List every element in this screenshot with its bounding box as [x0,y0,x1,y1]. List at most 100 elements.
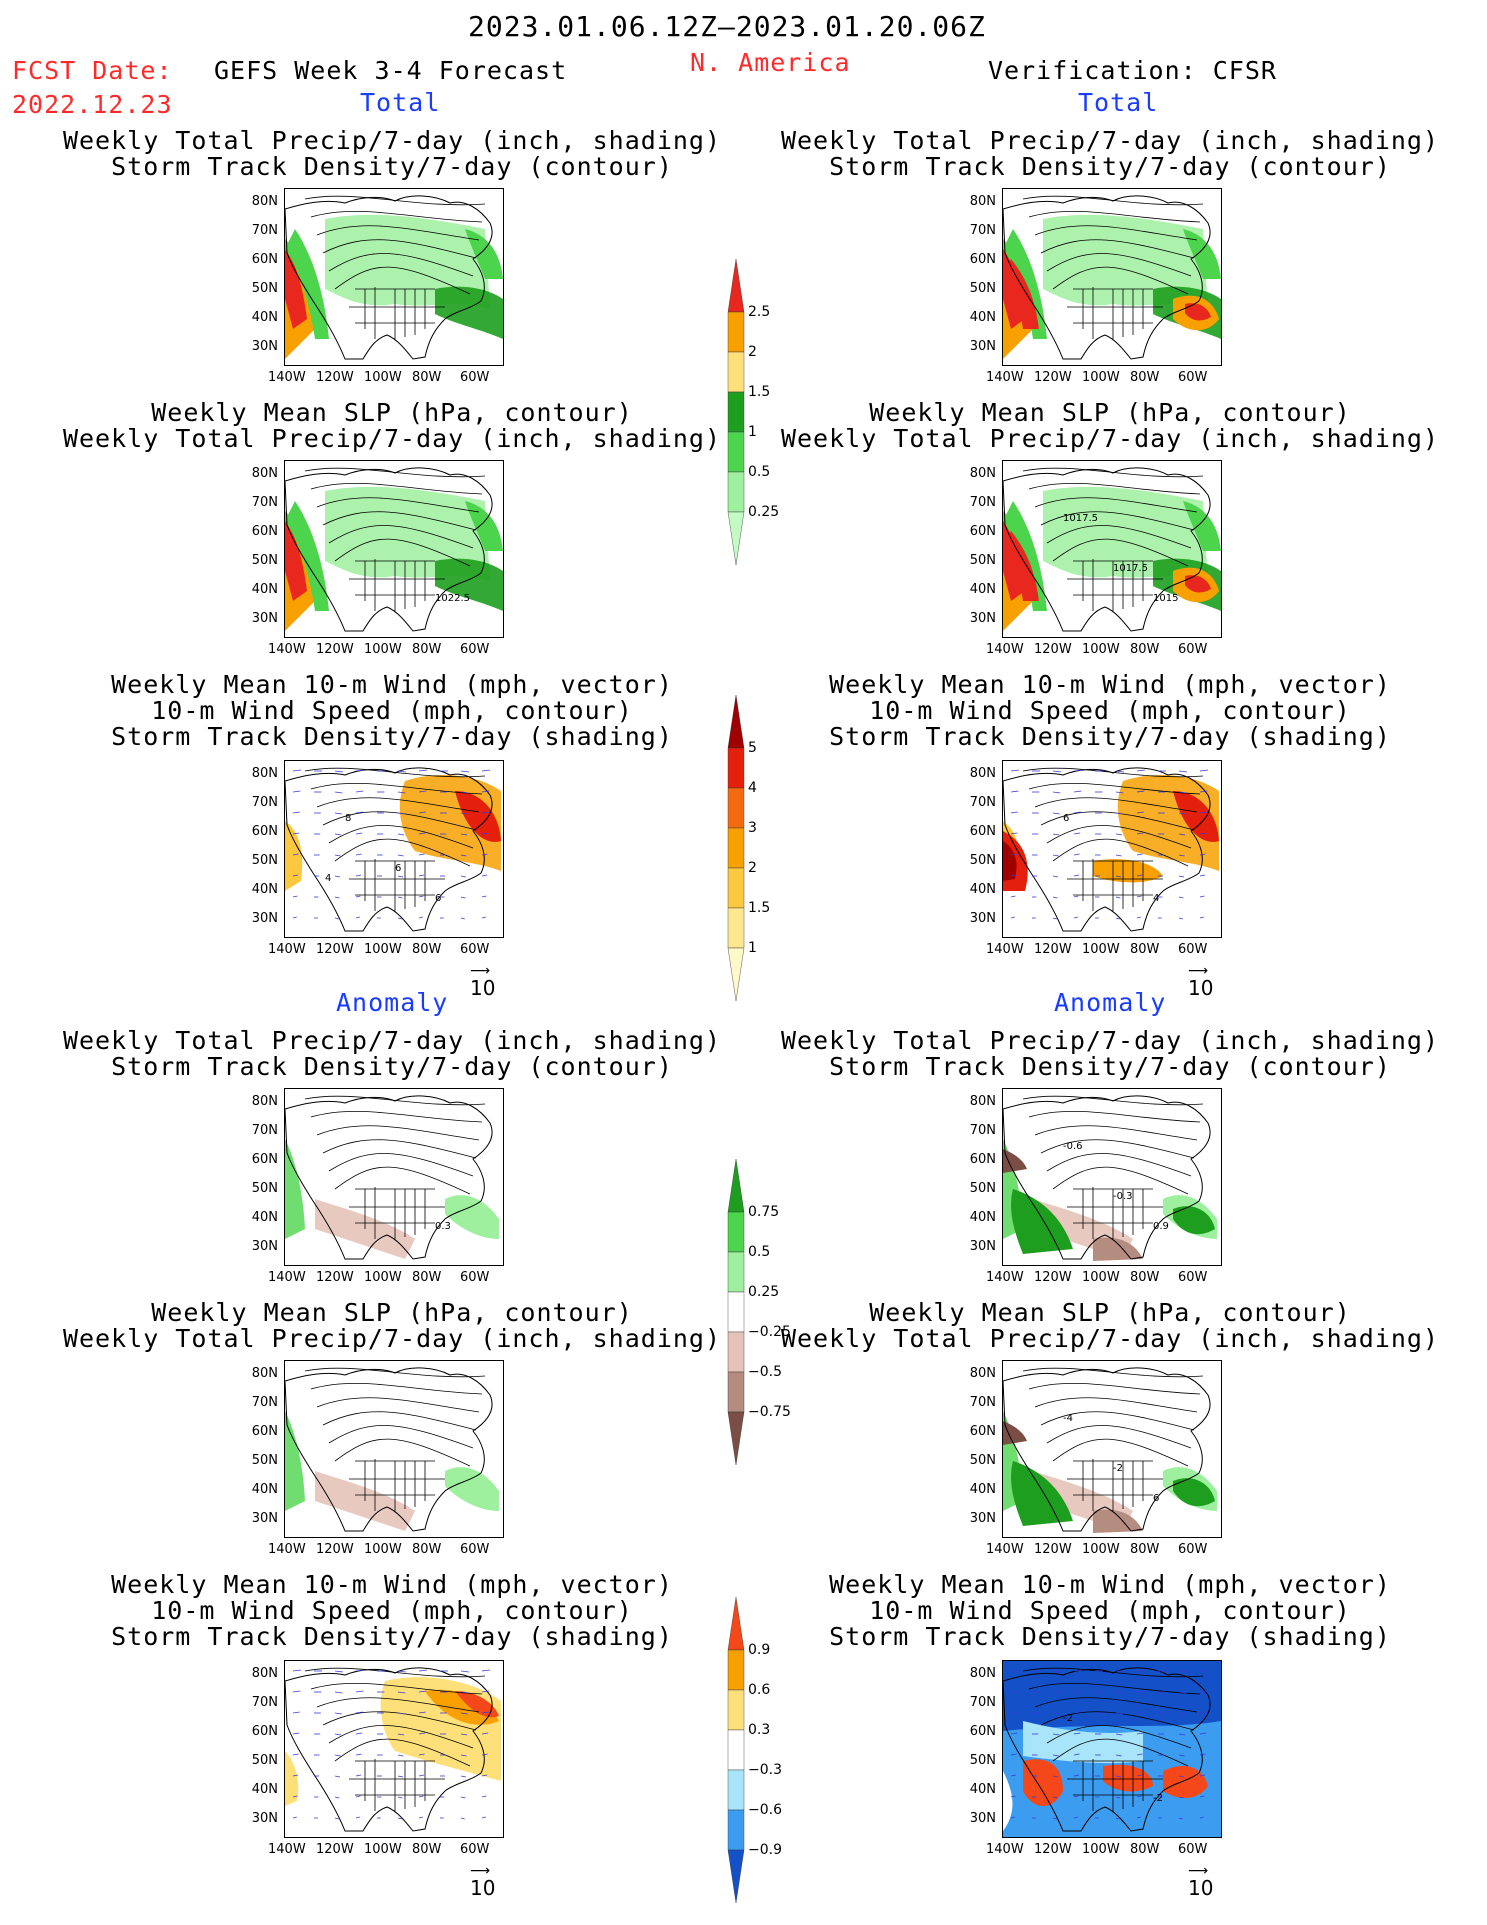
vector-ref-arrow-v-wind-anom: ⟶ [1188,1863,1209,1879]
map-canvas-f-slp-total: 1022.5 [285,467,503,632]
lon-tick-f-precip-anom-3: 80W [412,1270,442,1285]
vector-ref-label-v-wind-anom: 10 [1188,1876,1214,1900]
coastline-f-wind-anom [285,1667,493,1832]
map-label-v-slp-total-0: 1015 [1153,593,1178,604]
lon-tick-v-precip-total-2: 100W [1082,370,1120,385]
map-label-f-wind-total-2: 6 [395,863,401,874]
colorbar-segment-storm_total-1 [727,747,745,789]
lat-tick-f-precip-anom-1: 70N [251,1123,278,1138]
lon-tick-v-wind-anom-0: 140W [986,1842,1024,1857]
lat-tick-v-slp-anom-5: 30N [969,1511,996,1526]
lon-tick-v-precip-total-3: 80W [1130,370,1160,385]
lat-tick-f-wind-total-4: 40N [251,882,278,897]
map-f-slp-total: 1022.5 [284,460,504,638]
lon-tick-v-precip-anom-0: 140W [986,1270,1024,1285]
map-canvas-v-slp-total: 1015 1017.5 1017.5 [1003,467,1221,632]
title-f-precip-total: Weekly Total Precip/7-day (inch, shading… [62,126,722,181]
coastline-v-slp-total [1003,467,1211,632]
title-v-slp-anom: Weekly Mean SLP (hPa, contour) Weekly Tot… [780,1298,1440,1353]
lat-tick-v-precip-anom-0: 80N [969,1094,996,1109]
colorbar-label-storm_total-2: 3 [748,820,757,836]
lon-tick-v-wind-total-3: 80W [1130,942,1160,957]
title-f-wind-total: Weekly Mean 10-m Wind (mph, vector) 10-m … [111,670,673,751]
lon-tick-v-wind-total-1: 120W [1034,942,1072,957]
lat-tick-f-slp-total-0: 80N [251,466,278,481]
lat-tick-f-slp-anom-1: 70N [251,1395,278,1410]
state-lines-v-wind-total [1067,859,1163,911]
lat-tick-f-wind-anom-5: 30N [251,1811,278,1826]
lat-tick-v-wind-anom-0: 80N [969,1666,996,1681]
lat-tick-f-wind-anom-1: 70N [251,1695,278,1710]
coastline-v-wind-anom [1003,1667,1211,1832]
contours-v-wind-anom [1022,1667,1204,1767]
lat-tick-f-precip-anom-4: 40N [251,1210,278,1225]
lon-tick-v-wind-total-0: 140W [986,942,1024,957]
colorbar-segment-storm_anom-0 [727,1597,745,1651]
colorbar-label-precip_anom-0: 0.75 [748,1204,780,1220]
map-canvas-v-wind-anom: -2 -2 [1003,1661,1221,1837]
map-canvas-f-precip-total [285,195,503,360]
contours-v-precip-anom [1022,1095,1204,1195]
lat-tick-f-precip-total-3: 50N [251,281,278,296]
state-lines-f-wind-total [349,859,445,911]
lat-tick-f-precip-anom-0: 80N [251,1094,278,1109]
lat-tick-f-wind-anom-2: 60N [251,1724,278,1739]
lat-tick-v-wind-total-1: 70N [969,795,996,810]
map-canvas-f-slp-anom [285,1367,499,1532]
map-label-v-precip-anom-0: 0.9 [1153,1221,1169,1232]
lon-tick-f-slp-total-4: 60W [460,642,490,657]
lat-tick-v-wind-total-5: 30N [969,911,996,926]
vector-ref-arrow-f-wind-anom: ⟶ [470,1863,491,1879]
vector-ref-v-wind-anom: ⟶ 10 [1188,1863,1214,1900]
title-v-slp-total: Weekly Mean SLP (hPa, contour) Weekly Tot… [780,398,1440,453]
coastline-v-slp-anom [1003,1367,1211,1532]
lon-tick-f-precip-anom-1: 120W [316,1270,354,1285]
state-lines-f-wind-anom [349,1759,445,1811]
colorbar-storm_total [727,695,745,1001]
lat-tick-v-precip-total-4: 40N [969,310,996,325]
map-label-f-precip-anom-0: 0.3 [435,1221,451,1232]
shading-f-wind-anom [285,1677,501,1806]
title-f-wind-anom: Weekly Mean 10-m Wind (mph, vector) 10-m … [111,1570,673,1651]
colorbar-label-storm_anom-4: −0.6 [748,1802,782,1818]
lat-tick-v-precip-anom-2: 60N [969,1152,996,1167]
colorbar-label-storm_total-3: 2 [748,860,757,876]
colorbar-segment-precip_total-6 [727,511,745,565]
lat-tick-f-wind-anom-0: 80N [251,1666,278,1681]
colorbar-label-precip_total-4: 0.5 [748,464,771,480]
colorbar-label-precip_anom-5: −0.75 [748,1404,791,1420]
lon-tick-f-slp-total-1: 120W [316,642,354,657]
lon-tick-v-wind-anom-2: 100W [1082,1842,1120,1857]
colorbar-segment-storm_total-5 [727,907,745,949]
lon-tick-v-slp-total-2: 100W [1082,642,1120,657]
colorbar-label-precip_total-2: 1.5 [748,384,771,400]
lon-tick-f-slp-anom-0: 140W [268,1542,306,1557]
lat-tick-f-slp-total-4: 40N [251,582,278,597]
colorbar-segment-storm_total-0 [727,695,745,749]
map-f-wind-anom [284,1660,504,1838]
model-title: GEFS Week 3-4 Forecast [214,56,568,85]
lat-tick-v-precip-total-2: 60N [969,252,996,267]
lon-tick-f-precip-anom-2: 100W [364,1270,402,1285]
map-canvas-v-slp-anom: 6 -4 -2 [1003,1367,1217,1533]
lat-tick-f-precip-total-1: 70N [251,223,278,238]
colorbar-segment-precip_total-4 [727,431,745,473]
lat-tick-f-precip-anom-2: 60N [251,1152,278,1167]
colorbar-segment-storm_anom-2 [727,1689,745,1731]
lon-tick-f-precip-anom-4: 60W [460,1270,490,1285]
shading-f-precip-total [285,214,503,359]
colorbar-precip_anom [727,1159,745,1465]
vector-ref-arrow-v-wind-total: ⟶ [1188,963,1209,979]
vector-ref-f-wind-total: ⟶ 10 [470,964,495,1000]
lon-tick-f-wind-anom-3: 80W [412,1842,442,1857]
lon-tick-v-wind-total-2: 100W [1082,942,1120,957]
lon-tick-f-wind-anom-1: 120W [316,1842,354,1857]
wind-vectors-v-wind-total [1010,769,1209,920]
lat-tick-v-precip-anom-1: 70N [969,1123,996,1138]
contours-f-wind-total [304,767,486,867]
colorbar-segment-precip_anom-6 [727,1411,745,1465]
contours-f-wind-anom [304,1667,486,1767]
colorbar-label-precip_anom-2: 0.25 [748,1284,780,1300]
lon-tick-v-slp-anom-4: 60W [1178,1542,1208,1557]
wind-vectors-f-wind-total [292,769,491,920]
